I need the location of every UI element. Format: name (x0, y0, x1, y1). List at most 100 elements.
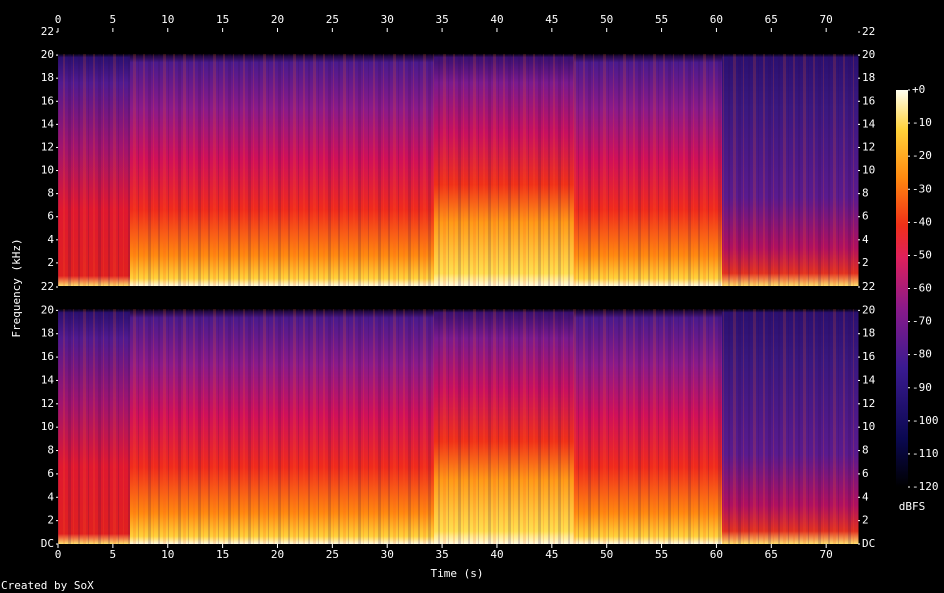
spectrogram-streak (708, 54, 709, 286)
spectrogram-streak (138, 54, 139, 286)
x-tick-label: 70 (820, 548, 833, 561)
x-tick-label: 10 (161, 548, 174, 561)
spectrogram-streak (763, 54, 765, 286)
spectrogram-streak (428, 54, 431, 286)
spectrogram-streak (453, 54, 455, 286)
spectrogram-streak (308, 54, 310, 286)
spectrogram-streak (543, 54, 544, 286)
spectrogram-streak (493, 54, 496, 286)
spectrogram-streak (93, 54, 95, 286)
x-tick-label: 35 (435, 548, 448, 561)
x-tick-label: 0 (55, 13, 62, 26)
y-tick-label: 2 (47, 514, 54, 527)
spectrogram-streak (383, 309, 384, 544)
spectrogram-streak (263, 309, 266, 544)
spectrogram-region (434, 287, 575, 544)
spectrogram-streak (838, 54, 839, 286)
spectrogram-streak (698, 54, 700, 286)
spectrogram-streak (193, 309, 195, 544)
spectrogram-streak (223, 309, 225, 544)
spectrogram-streak (328, 54, 331, 286)
spectrogram-streak (173, 54, 175, 286)
y-tick-label: 16 (862, 350, 875, 363)
spectrogram-streak (688, 54, 691, 286)
spectrogram-region (58, 287, 131, 544)
y-tick-label: 16 (862, 94, 875, 107)
spectrogram-streak (663, 309, 665, 544)
spectrogram-streak (408, 54, 411, 286)
spectrogram-streak (183, 309, 186, 544)
x-tick-label: 35 (435, 13, 448, 26)
spectrogram-streak (718, 54, 721, 286)
spectrogram-streak (103, 309, 104, 544)
spectrogram-streak (378, 54, 381, 286)
spectrogram-streak (523, 309, 526, 544)
y-tick-label: 10 (41, 420, 54, 433)
spectrogram-streak (773, 54, 774, 286)
spectrogram-streak (98, 54, 101, 286)
spectrogram-streak (353, 54, 355, 286)
spectrogram-region (298, 287, 435, 544)
spectrogram-streak (483, 54, 485, 286)
spectrogram-streak (108, 54, 110, 286)
spectrogram-streak (493, 309, 496, 544)
spectrogram-streak (468, 309, 470, 544)
spectrogram-streak (478, 309, 479, 544)
x-tick-label: 65 (765, 548, 778, 561)
spectrogram-streak (438, 309, 440, 544)
spectrogram-streak (333, 54, 334, 286)
spectrogram-streak (108, 309, 110, 544)
spectrogram-streak (203, 54, 204, 286)
y-tick-label: DC (862, 537, 875, 550)
spectrogram-streak (508, 309, 511, 544)
spectrogram-streak (478, 54, 479, 286)
x-tick-label: 15 (216, 13, 229, 26)
colorbar-label: dBFS (899, 500, 926, 513)
spectrogram-streak (663, 54, 665, 286)
spectrogram-streak (808, 309, 809, 544)
spectrogram-streak (228, 309, 231, 544)
spectrogram-streak (248, 54, 251, 286)
spectrogram-streak (198, 54, 201, 286)
spectrogram-streak (578, 309, 579, 544)
spectrogram-streak (728, 309, 730, 544)
y-tick-label: 18 (41, 71, 54, 84)
spectrogram-streak (188, 309, 189, 544)
spectrogram-streak (813, 54, 815, 286)
spectrogram-streak (123, 309, 124, 544)
spectrogram-streak (393, 54, 396, 286)
spectrogram-streak (143, 54, 145, 286)
spectrogram-streak (193, 54, 195, 286)
spectrogram-streak (168, 54, 169, 286)
y-tick-label: 6 (47, 210, 54, 223)
spectrogram-streak (323, 309, 325, 544)
spectrogram-streak (268, 309, 269, 544)
y-tick-label: 2 (862, 256, 869, 269)
spectrogram-streak (633, 54, 635, 286)
spectrogram-streak (638, 309, 641, 544)
spectrogram-streak (363, 309, 364, 544)
colorbar-tick-label: -120 (912, 480, 939, 493)
spectrogram-streak (213, 54, 216, 286)
spectrogram-streak (803, 54, 806, 286)
spectrogram-streak (623, 309, 626, 544)
x-tick-label: 50 (600, 548, 613, 561)
spectrogram-streak (713, 54, 715, 286)
y-tick-label: 14 (862, 117, 876, 130)
spectrogram-streak (308, 309, 310, 544)
spectrogram-streak (508, 54, 511, 286)
spectrogram-streak (618, 54, 620, 286)
y-tick-label: 8 (862, 444, 869, 457)
y-tick-label: 20 (41, 303, 54, 316)
spectrogram-streak (313, 309, 316, 544)
spectrogram-region (130, 287, 299, 544)
y-tick-label: 8 (47, 187, 54, 200)
spectrogram-streak (153, 54, 154, 286)
spectrogram-streak (233, 54, 234, 286)
spectrogram-streak (448, 54, 449, 286)
spectrogram-streak (78, 309, 80, 544)
spectrogram-streak (348, 309, 349, 544)
x-tick-label: 10 (161, 13, 174, 26)
x-tick-label: 70 (820, 13, 833, 26)
spectrogram-streak (423, 54, 426, 286)
